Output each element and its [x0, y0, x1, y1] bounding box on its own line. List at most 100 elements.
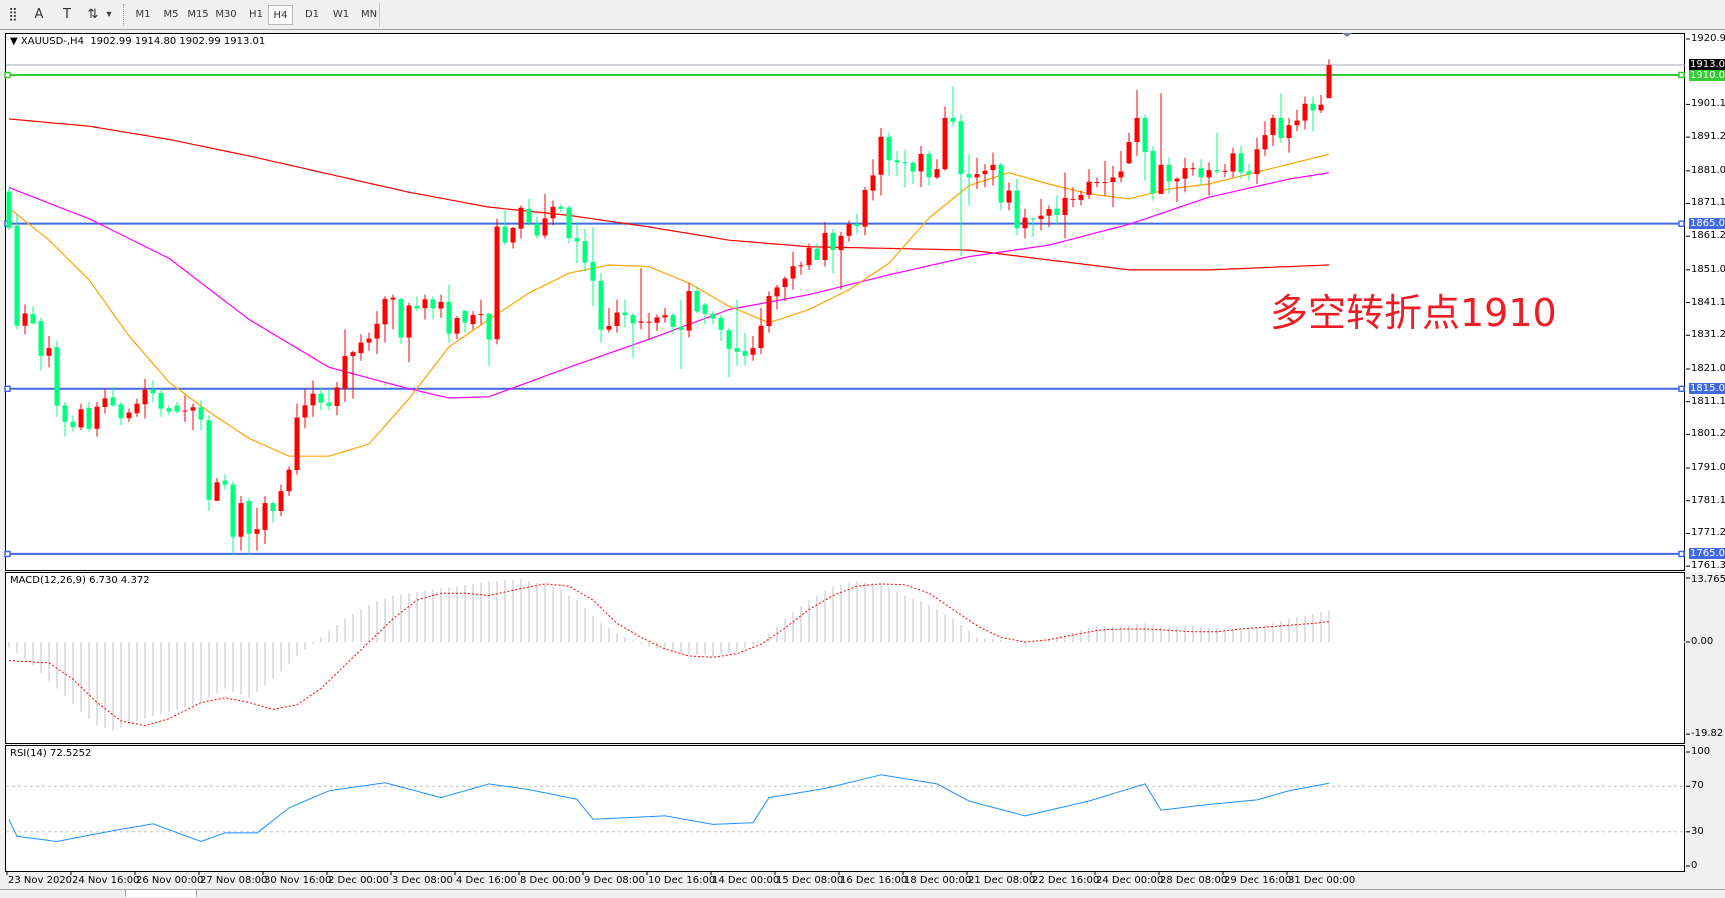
candle-bear [1166, 164, 1172, 182]
candle-bull [878, 136, 884, 175]
candle-bear [166, 408, 172, 412]
candle-bear [1238, 153, 1244, 173]
candle-bear [558, 206, 564, 209]
candle-bull [302, 405, 308, 418]
candle-bull [1270, 117, 1276, 136]
candle-bear [630, 315, 636, 324]
timeframe-m30-button[interactable]: M30 [215, 9, 237, 20]
candle-bull [782, 278, 788, 288]
candle-bear [726, 330, 732, 349]
candle-bear [950, 117, 956, 122]
toolbar: ⣿ A T ⇅ ▾ M1 M5 M15 M30 H1 H4 D1 W1 MN [0, 0, 1725, 30]
price-tick-label: 1831.20 [1691, 329, 1725, 341]
tool-dropdown-icon[interactable]: ▾ [106, 9, 112, 20]
timeframe-m5-button[interactable]: M5 [163, 9, 179, 20]
candle-bull [254, 529, 260, 534]
candle-bull [1206, 170, 1212, 178]
candle-bull [278, 491, 284, 511]
price-axis[interactable] [1686, 33, 1725, 572]
candle-bear [198, 407, 204, 420]
price-tick-label: 1851.00 [1691, 263, 1725, 275]
macd-title: MACD(12,26,9) 6.730 4.372 [10, 575, 150, 586]
chart-tab[interactable] [125, 890, 197, 897]
price-tick-label: 1861.20 [1691, 230, 1725, 242]
candle-bear [446, 301, 452, 334]
candle-bear [902, 162, 908, 164]
time-tick-label: 3 Dec 08:00 [392, 875, 453, 886]
candle-bull [942, 117, 948, 170]
candle-bull [846, 223, 852, 236]
candle-bear [54, 347, 60, 406]
price-tick-label: 1901.10 [1691, 98, 1725, 110]
price-tick-label: 1771.20 [1691, 527, 1725, 539]
time-tick-label: 24 Nov 16:00 [72, 875, 140, 886]
candle-bull [358, 342, 364, 354]
main-chart-pane[interactable] [5, 33, 1685, 571]
candle-bull [1086, 181, 1092, 195]
candle-bull [798, 265, 804, 267]
time-tick-label: 24 Dec 00:00 [1096, 875, 1164, 886]
timeframe-d1-button[interactable]: D1 [304, 9, 320, 20]
candle-bear [582, 241, 588, 263]
candle-bear [30, 314, 36, 324]
candle-bull [334, 387, 340, 406]
candle-bear [430, 299, 436, 309]
candle-bull [1222, 170, 1228, 172]
timeframe-h4-button[interactable]: H4 [268, 5, 293, 25]
candle-bull [406, 305, 412, 338]
candle-bear [926, 153, 932, 178]
moving-average-short-line [8, 153, 1330, 457]
timeframe-h1-button[interactable]: H1 [249, 9, 263, 20]
candle-bull [374, 323, 380, 339]
rsi-pane[interactable] [5, 745, 1685, 872]
candle-bull [918, 153, 924, 172]
candle-bull [342, 356, 348, 389]
time-tick-label: 8 Dec 00:00 [520, 875, 581, 886]
candle-bull [382, 298, 388, 325]
candle-bear [270, 503, 276, 511]
time-tick-label: 31 Dec 00:00 [1288, 875, 1356, 886]
candle-bull [102, 398, 108, 407]
candle-bull [1158, 164, 1164, 194]
rsi-line [8, 774, 1330, 843]
level-price-tag: 1910.00 [1689, 69, 1725, 81]
candle-bear [1054, 208, 1060, 216]
candle-bull [1230, 153, 1236, 172]
candle-bear [670, 315, 676, 327]
level-handle [1678, 71, 1685, 79]
timeframe-m15-button[interactable]: M15 [187, 9, 209, 20]
text-tool-icon[interactable]: A [34, 7, 44, 22]
time-tick-label: 29 Dec 16:00 [1224, 875, 1292, 886]
candle-bull [1126, 142, 1132, 164]
candle-bear [318, 393, 324, 403]
candle-bear [6, 191, 12, 228]
text-label-tool-icon[interactable]: T [63, 7, 71, 22]
candle-bull [974, 174, 980, 178]
candle-bull [238, 503, 244, 537]
collapse-triangle-icon[interactable]: ▼ [10, 36, 18, 47]
macd-tick-label: 13.765 [1691, 574, 1725, 585]
candle-bull [1046, 209, 1052, 216]
candle-bull [1134, 117, 1140, 143]
candle-bear [998, 164, 1004, 203]
grid-tool-icon[interactable]: ⣿ [8, 7, 18, 22]
candle-bull [750, 348, 756, 355]
macd-pane[interactable] [5, 572, 1685, 744]
candle-bull [518, 207, 524, 229]
candle-bear [526, 208, 532, 223]
timeframe-m1-button[interactable]: M1 [135, 9, 151, 20]
time-tick-label: 22 Dec 16:00 [1032, 875, 1100, 886]
candle-bear [1014, 190, 1020, 229]
time-tick-label: 28 Dec 08:00 [1160, 875, 1228, 886]
candle-bull [606, 326, 612, 330]
arrows-tool-icon[interactable]: ⇅ [87, 7, 99, 22]
candle-bull [1254, 149, 1260, 175]
candle-bear [246, 501, 252, 534]
timeframe-w1-button[interactable]: W1 [332, 9, 350, 20]
timeframe-mn-button[interactable]: MN [360, 9, 378, 20]
candle-bear [1278, 117, 1284, 139]
candle-bull [46, 348, 52, 356]
time-tick-label: 9 Dec 08:00 [584, 875, 645, 886]
candle-bear [174, 405, 180, 412]
candle-bull [190, 407, 196, 411]
